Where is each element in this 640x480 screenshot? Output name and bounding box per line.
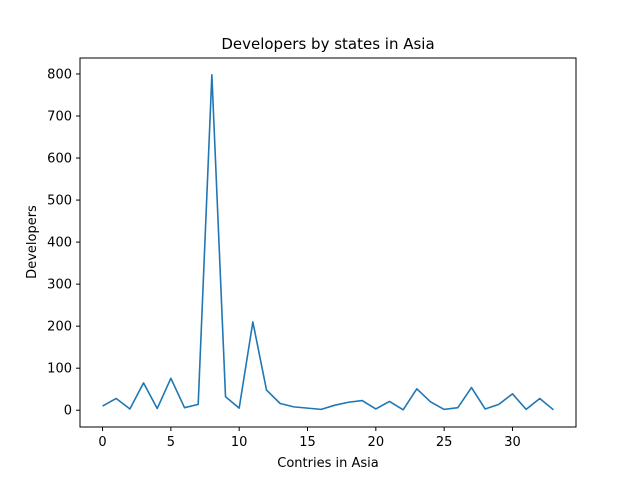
chart-title: Developers by states in Asia <box>221 35 434 53</box>
x-tick-label: 25 <box>436 435 453 450</box>
y-tick-label: 300 <box>47 278 72 293</box>
y-axis-label: Developers <box>25 205 40 279</box>
x-tick-label: 10 <box>231 435 248 450</box>
y-tick-label: 700 <box>47 110 72 125</box>
y-tick-label: 0 <box>64 404 72 419</box>
x-tick-label: 20 <box>368 435 385 450</box>
x-tick-label: 0 <box>98 435 106 450</box>
series-line <box>102 74 554 411</box>
y-tick-label: 500 <box>47 194 72 209</box>
y-tick-label: 400 <box>47 236 72 251</box>
x-axis: 0 5 10 15 20 25 30 <box>98 427 521 450</box>
y-tick-label: 800 <box>47 67 72 82</box>
x-tick-label: 30 <box>504 435 521 450</box>
x-tick-label: 15 <box>299 435 316 450</box>
y-tick-label: 100 <box>47 362 72 377</box>
y-tick-label: 200 <box>47 320 72 335</box>
x-axis-label: Contries in Asia <box>277 456 378 471</box>
plot-area <box>102 74 554 411</box>
y-tick-label: 600 <box>47 152 72 167</box>
y-axis: 0 100 200 300 400 500 600 700 800 <box>47 67 80 419</box>
x-tick-label: 5 <box>167 435 175 450</box>
